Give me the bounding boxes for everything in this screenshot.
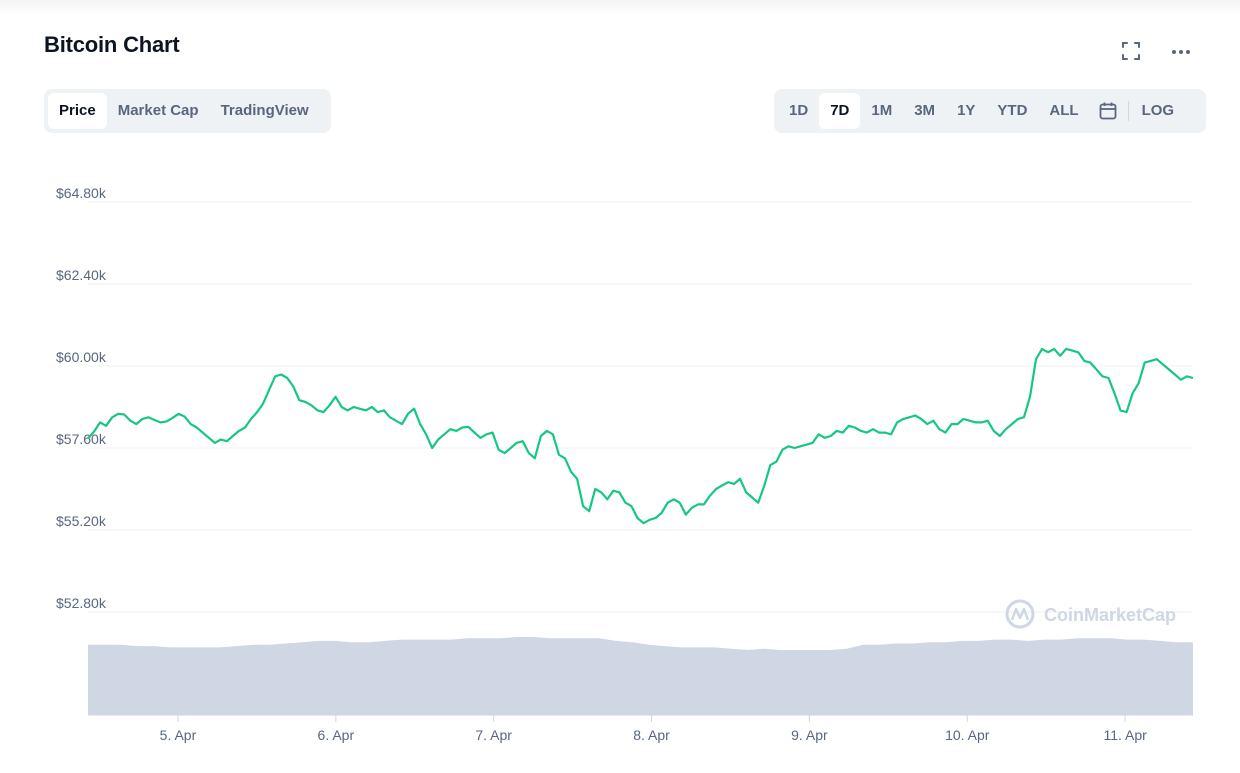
range-separator <box>1127 101 1129 121</box>
watermark-text: CoinMarketCap <box>1044 605 1176 625</box>
price-line[interactable] <box>87 347 1194 525</box>
watermark: CoinMarketCap <box>1005 599 1176 629</box>
chart-title: Bitcoin Chart <box>44 32 180 57</box>
calendar-icon[interactable] <box>1090 93 1126 129</box>
tab-price[interactable]: Price <box>48 93 107 129</box>
range-all[interactable]: ALL <box>1049 102 1079 119</box>
range-7d[interactable]: 7D <box>819 93 861 129</box>
more-horizontal-icon[interactable] <box>1168 38 1194 64</box>
grid-lines <box>88 201 1193 613</box>
range-1m[interactable]: 1M <box>871 102 893 119</box>
volume-series <box>88 637 1193 715</box>
y-tick-label: $52.80k <box>56 595 107 611</box>
y-tick-label: $62.40k <box>56 267 107 283</box>
y-tick-label: $60.00k <box>56 349 107 365</box>
x-axis-labels: 5. Apr 6. Apr 7. Apr 8. Apr 9. Apr 10. Apr 11.… <box>160 715 1147 743</box>
log-toggle[interactable]: LOG <box>1141 102 1175 119</box>
volume-area <box>88 637 1193 715</box>
tab-tradingview[interactable]: TradingView <box>220 102 309 119</box>
coinmarketcap-logo-icon <box>1005 599 1035 629</box>
y-tick-label: $55.20k <box>56 513 107 529</box>
x-tick-label: 7. Apr <box>475 727 512 743</box>
x-tick-label: 10. Apr <box>945 727 990 743</box>
range-1d[interactable]: 1D <box>789 102 809 119</box>
x-tick-label: 9. Apr <box>791 727 828 743</box>
range-3m[interactable]: 3M <box>914 102 936 119</box>
x-tick-label: 5. Apr <box>160 727 197 743</box>
y-tick-label: $57.60k <box>56 431 107 447</box>
y-tick-label: $64.80k <box>56 185 107 201</box>
top-fade <box>0 0 1240 14</box>
y-axis-labels: $64.80k $62.40k $60.00k $57.60k $55.20k $52.8… <box>56 185 107 611</box>
x-tick-label: 6. Apr <box>318 727 355 743</box>
range-tabs: 1D 7D 1M 3M 1Y YTD ALL LOG <box>774 89 1206 133</box>
range-ytd[interactable]: YTD <box>997 102 1028 119</box>
fullscreen-icon[interactable] <box>1118 38 1144 64</box>
view-tabs: Price Market Cap TradingView <box>44 89 331 133</box>
price-chart: $64.80k $62.40k $60.00k $57.60k $55.20k $52.8… <box>56 185 1194 743</box>
range-1y[interactable]: 1Y <box>957 102 976 119</box>
tab-market-cap[interactable]: Market Cap <box>117 102 199 119</box>
x-tick-label: 11. Apr <box>1103 727 1147 743</box>
price-series <box>87 347 1194 525</box>
x-tick-label: 8. Apr <box>633 727 670 743</box>
